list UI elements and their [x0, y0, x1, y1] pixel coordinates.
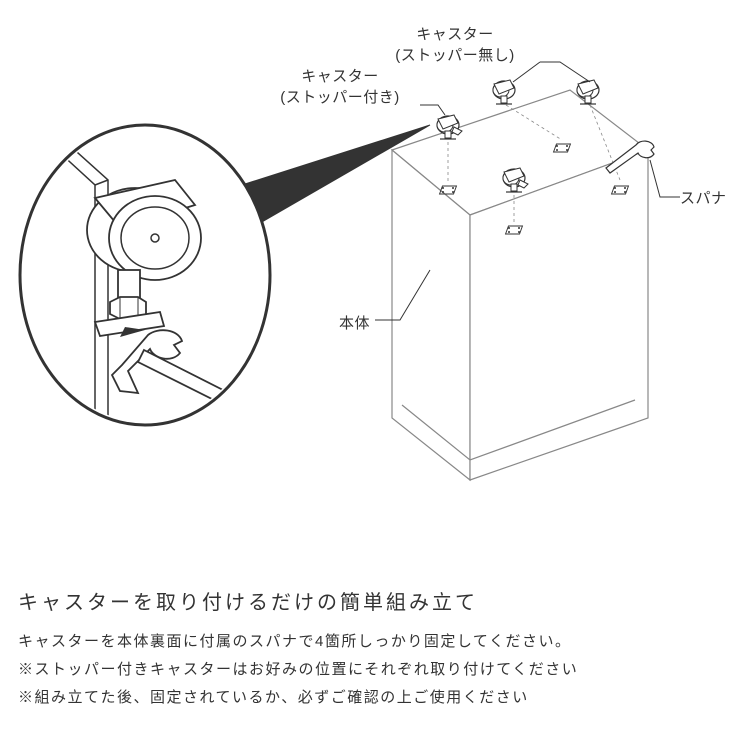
- label-caster-no-stopper: キャスター (ストッパー無し): [365, 24, 545, 66]
- note-line: ※ストッパー付きキャスターはお好みの位置にそれぞれ取り付けてください: [18, 656, 722, 684]
- heading: キャスターを取り付けるだけの簡単組み立て: [18, 586, 722, 615]
- body-text: キャスターを本体裏面に付属のスパナで4箇所しっかり固定してください。: [18, 628, 722, 656]
- label-caster-with-stopper: キャスター (ストッパー付き): [255, 66, 425, 108]
- label-spanner: スパナ: [680, 188, 727, 209]
- instruction-line: キャスターを本体裏面に付属のスパナで4箇所しっかり固定してください。: [18, 628, 722, 656]
- body-text: ※組み立てた後、固定されているか、必ずご確認の上ご使用ください: [18, 684, 722, 712]
- note-line: ※組み立てた後、固定されているか、必ずご確認の上ご使用ください: [18, 684, 722, 712]
- label-text: キャスター: [301, 68, 379, 85]
- assembly-diagram: キャスター (ストッパー無し) キャスター (ストッパー付き) スパナ 本体: [0, 0, 740, 560]
- main-body-box: [392, 90, 648, 480]
- label-text: (ストッパー付き): [280, 89, 400, 106]
- label-text: (ストッパー無し): [395, 47, 515, 64]
- label-body: 本体: [339, 313, 370, 334]
- body-text: ※ストッパー付きキャスターはお好みの位置にそれぞれ取り付けてください: [18, 656, 722, 684]
- label-text: キャスター: [416, 26, 494, 43]
- heading-text: キャスターを取り付けるだけの簡単組み立て: [18, 586, 722, 615]
- caster-no-stopper-icon: [493, 80, 515, 104]
- label-text: スパナ: [680, 190, 727, 207]
- label-text: 本体: [339, 315, 370, 332]
